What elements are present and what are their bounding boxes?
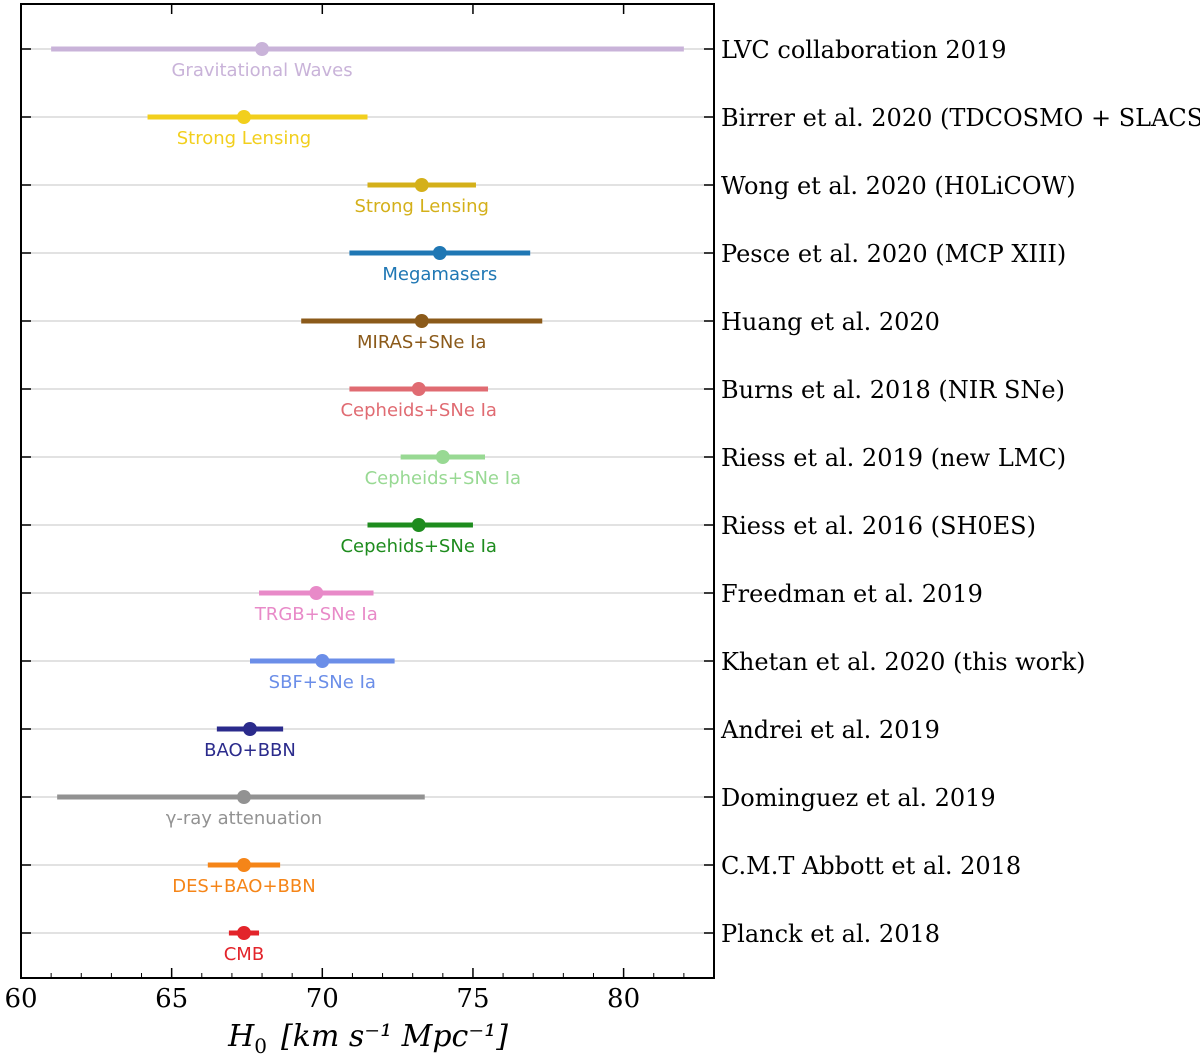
point-11	[236, 790, 251, 804]
reference-label-1: Birrer et al. 2020 (TDCOSMO + SLACS)	[721, 104, 1200, 132]
method-label-11: γ-ray attenuation	[166, 808, 323, 829]
reference-label-9: Khetan et al. 2020 (this work)	[721, 648, 1086, 676]
reference-label-3: Pesce et al. 2020 (MCP XIII)	[721, 240, 1066, 268]
method-label-2: Strong Lensing	[355, 196, 489, 217]
point-9	[315, 654, 330, 668]
reference-labels: LVC collaboration 2019 Birrer et al. 2020…	[720, 36, 1200, 948]
point-10	[242, 722, 257, 736]
method-label-5: Cepheids+SNe Ia	[340, 400, 496, 421]
point-1	[236, 110, 251, 124]
reference-label-0: LVC collaboration 2019	[721, 36, 1007, 64]
x-axis-subscript: 0	[254, 1034, 267, 1058]
method-label-4: MIRAS+SNe Ia	[357, 332, 486, 353]
point-3	[432, 246, 447, 260]
x-axis-units: [km s⁻¹ Mpc⁻¹]	[281, 1019, 508, 1054]
reference-label-13: Planck et al. 2018	[721, 920, 940, 948]
reference-label-10: Andrei et al. 2019	[720, 716, 940, 744]
reference-label-6: Riess et al. 2019 (new LMC)	[721, 444, 1066, 472]
method-label-0: Gravitational Waves	[171, 60, 352, 81]
method-label-1: Strong Lensing	[177, 128, 311, 149]
reference-label-8: Freedman et al. 2019	[721, 580, 983, 608]
method-label-12: DES+BAO+BBN	[172, 876, 316, 897]
reference-label-11: Dominguez et al. 2019	[721, 784, 996, 812]
point-4	[414, 314, 429, 328]
point-0	[255, 42, 270, 56]
point-13	[236, 926, 251, 940]
point-6	[435, 450, 450, 464]
axis-ticks: 60 65 70 75 80	[4, 4, 715, 1014]
x-axis-label: H0 [km s⁻¹ Mpc⁻¹]	[227, 1019, 508, 1058]
x-tick-label-60: 60	[4, 984, 37, 1014]
reference-label-4: Huang et al. 2020	[721, 308, 940, 336]
reference-label-12: C.M.T Abbott et al. 2018	[721, 852, 1021, 880]
method-label-8: TRGB+SNe Ia	[254, 604, 378, 625]
method-label-10: BAO+BBN	[204, 740, 296, 761]
point-5	[411, 382, 426, 396]
plot-frame	[20, 3, 715, 979]
x-tick-label-80: 80	[607, 984, 640, 1014]
x-tick-label-75: 75	[456, 984, 489, 1014]
x-tick-label-65: 65	[155, 984, 188, 1014]
point-12	[236, 858, 251, 872]
method-label-13: CMB	[224, 944, 264, 965]
reference-label-7: Riess et al. 2016 (SH0ES)	[721, 512, 1036, 540]
x-tick-label-70: 70	[306, 984, 339, 1014]
method-label-7: Cepehids+SNe Ia	[340, 536, 496, 557]
reference-label-5: Burns et al. 2018 (NIR SNe)	[721, 376, 1065, 404]
grid-lines	[21, 48, 714, 934]
method-label-6: Cepheids+SNe Ia	[365, 468, 521, 489]
reference-label-2: Wong et al. 2020 (H0LiCOW)	[721, 172, 1076, 200]
x-axis-symbol: H	[227, 1019, 255, 1054]
point-2	[414, 178, 429, 192]
method-label-3: Megamasers	[382, 264, 497, 285]
method-label-9: SBF+SNe Ia	[269, 672, 376, 693]
point-7	[411, 518, 426, 532]
error-bars: Gravitational Waves Strong Lensing Strong …	[51, 42, 684, 965]
point-8	[309, 586, 324, 600]
